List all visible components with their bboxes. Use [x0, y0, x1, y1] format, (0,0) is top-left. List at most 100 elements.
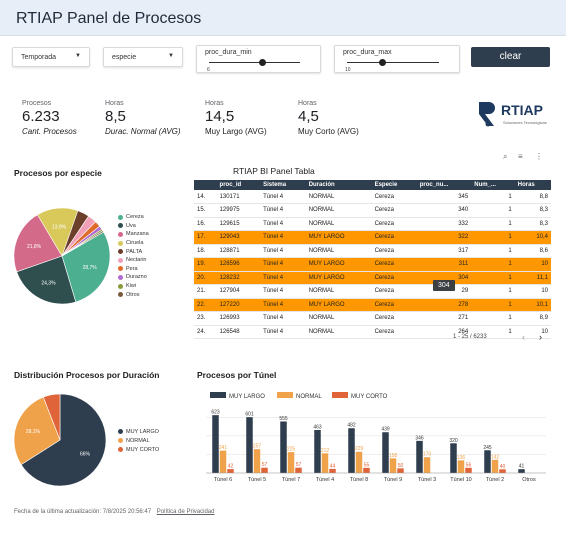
table-row[interactable]: 15. 129975 Túnel 4 NORMAL Cereza 340 1 8,3 — [194, 203, 551, 218]
especie-dropdown[interactable]: especie ▼ — [103, 47, 183, 67]
bar[interactable] — [457, 460, 465, 473]
bar[interactable] — [314, 430, 321, 473]
column-header[interactable]: Sistema — [260, 180, 306, 190]
kpi-muy-largo: Horas 14,5 Muy Largo (AVG) — [205, 100, 267, 136]
bar[interactable] — [450, 443, 457, 473]
table-row[interactable]: 21. 127904 Túnel 4 NORMAL Cereza 29 1 10 — [194, 284, 551, 299]
duracion-slice[interactable] — [13, 396, 61, 466]
especie-pie-chart[interactable]: 28,7% 24,3% 21,8% 13,9% — [6, 200, 118, 312]
column-header[interactable]: proc_nu... — [416, 180, 472, 190]
table-cell: 16. — [194, 217, 217, 231]
table-row[interactable]: 20. 128232 Túnel 4 MUY LARGO Cereza 304 1 11,1 — [194, 271, 551, 285]
dura-min-slider[interactable]: proc_dura_min 6 — [196, 45, 321, 73]
chevron-down-icon: ▼ — [168, 53, 174, 59]
dura-max-slider[interactable]: proc_dura_max 10 — [334, 45, 460, 73]
bar-value-label: 56 — [466, 462, 472, 468]
column-header[interactable]: Horas — [514, 180, 551, 190]
clear-button[interactable]: clear — [471, 47, 550, 67]
bar-value-label: 623 — [211, 410, 220, 416]
slider-thumb[interactable] — [378, 59, 386, 66]
bar-value-label: 257 — [253, 444, 262, 450]
table-row[interactable]: 23. 126993 Túnel 4 NORMAL Cereza 271 1 8,9 — [194, 311, 551, 326]
column-header[interactable]: Especie — [371, 180, 417, 190]
especie-chart-title: Procesos por especie — [14, 168, 102, 178]
bar[interactable] — [397, 468, 404, 473]
temporada-dropdown[interactable]: Temporada ▼ — [12, 47, 90, 67]
dura-min-value: 6 — [207, 67, 210, 73]
bar[interactable] — [329, 468, 336, 473]
dura-max-label: proc_dura_max — [343, 49, 392, 56]
especie-legend-item: Kiwi — [118, 282, 149, 291]
bar[interactable] — [518, 469, 525, 473]
especie-slice[interactable] — [61, 230, 104, 257]
bar[interactable] — [212, 415, 219, 473]
bar[interactable] — [382, 432, 389, 473]
table-row[interactable]: 17. 129043 Túnel 4 MUY LARGO Cereza 322 1 10,4 — [194, 230, 551, 245]
table-body: 14. 130171 Túnel 4 NORMAL Cereza 345 1 8,8 15. 12… — [194, 190, 551, 339]
column-header[interactable]: proc_id — [216, 180, 261, 190]
table-cell: NORMAL — [305, 244, 372, 258]
bar[interactable] — [355, 451, 363, 473]
privacy-link[interactable]: Política de Privacidad — [156, 509, 215, 515]
bar[interactable] — [295, 467, 302, 473]
table-cell: NORMAL — [305, 311, 372, 326]
x-tick-label: Túnel 8 — [350, 477, 368, 483]
especie-slice[interactable] — [61, 231, 111, 303]
table-row[interactable]: 18. 128871 Túnel 4 NORMAL Cereza 317 1 8,6 — [194, 244, 551, 258]
legend-swatch — [118, 231, 123, 237]
table-title: RTIAP BI Panel Tabla — [233, 166, 315, 176]
bar[interactable] — [499, 469, 506, 473]
bar[interactable] — [363, 467, 370, 473]
bar[interactable] — [287, 452, 295, 473]
especie-slice[interactable] — [16, 255, 77, 305]
slider-thumb[interactable] — [258, 59, 266, 66]
column-header[interactable]: Num_... — [471, 180, 515, 190]
bar[interactable] — [227, 469, 234, 473]
column-header[interactable]: Duración — [305, 180, 372, 190]
legend-swatch — [118, 249, 123, 255]
bar-value-label: 212 — [321, 448, 330, 454]
bar[interactable] — [280, 421, 287, 473]
table-cell: 340 — [416, 203, 472, 218]
bar-value-label: 158 — [389, 453, 398, 459]
bar[interactable] — [246, 417, 253, 473]
more-vert-icon[interactable]: ⋮ — [535, 152, 543, 161]
especie-slice[interactable] — [13, 214, 63, 273]
bar[interactable] — [465, 467, 472, 473]
duracion-pie-chart[interactable]: 66% 28,1% — [12, 392, 108, 488]
bar-value-label: 57 — [262, 462, 268, 468]
table-row[interactable]: 24. 126548 Túnel 4 NORMAL Cereza 264 1 10 — [194, 325, 551, 339]
table-cell: NORMAL — [305, 203, 372, 218]
bar[interactable] — [423, 457, 431, 473]
next-page-icon[interactable]: › — [539, 332, 542, 342]
legend-label: MUY CORTO — [351, 394, 388, 400]
table-row[interactable]: 14. 130171 Túnel 4 NORMAL Cereza 345 1 8,8 — [194, 190, 551, 204]
filter-icon[interactable]: ≡ — [518, 152, 523, 161]
bar[interactable] — [261, 467, 268, 473]
duracion-slice[interactable] — [20, 393, 107, 487]
legend-swatch — [210, 392, 226, 398]
table-row[interactable]: 19. 128596 Túnel 4 MUY LARGO Cereza 311 1 10 — [194, 257, 551, 272]
zoom-icon[interactable]: ⌕ — [503, 152, 508, 161]
bar[interactable] — [348, 428, 355, 473]
table-cell: NORMAL — [305, 325, 372, 339]
bar[interactable] — [219, 450, 227, 473]
tunel-bar-chart[interactable]: MUY LARGO NORMAL MUY CORTO 623 241 42 Túnel 6 6… — [196, 386, 554, 490]
bar-value-label: 463 — [313, 425, 322, 431]
duracion-slice[interactable] — [42, 393, 61, 441]
table-row[interactable]: 16. 129615 Túnel 4 NORMAL Cereza 332 1 8,3 — [194, 217, 551, 231]
bar[interactable] — [253, 449, 261, 473]
bar[interactable] — [321, 453, 329, 473]
especie-legend: Cereza Uva Manzana Ciruela PALTA Nectarin Pera… — [118, 213, 149, 299]
column-header[interactable] — [194, 180, 217, 190]
rtiap-logo: RTIAP Soluciones Tecnológicas — [477, 98, 549, 132]
logo-text: RTIAP — [501, 102, 543, 118]
bar[interactable] — [416, 440, 423, 473]
table-cell: NORMAL — [305, 190, 372, 204]
prev-page-icon[interactable]: ‹ — [522, 332, 525, 342]
bar[interactable] — [389, 458, 397, 473]
bar[interactable] — [484, 450, 491, 473]
bar[interactable] — [491, 459, 499, 473]
duracion-legend-item: MUY CORTO — [118, 445, 159, 454]
table-row[interactable]: 22. 127220 Túnel 4 MUY LARGO Cereza 278 1 10,1 — [194, 298, 551, 312]
